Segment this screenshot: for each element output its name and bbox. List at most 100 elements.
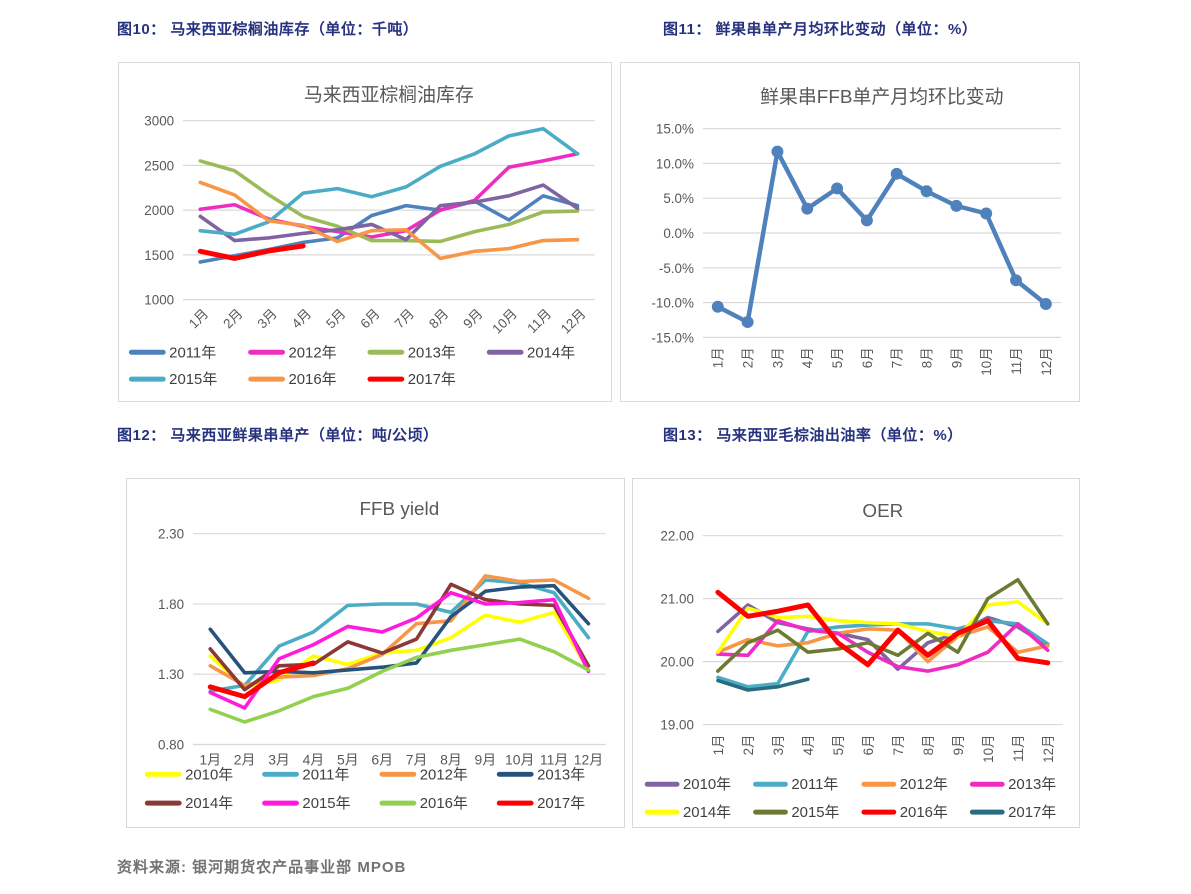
x-tick-label: 6月 (860, 347, 875, 368)
chart-canvas: 鲜果串FFB单产月均环比变动 -15.0% -10.0% -5.0% 0.0% 5.0% 1… (651, 86, 1061, 376)
data-point-marker (1010, 274, 1022, 287)
figure10-caption: 图10： 马来西亚棕榈油库存（单位：千吨） (117, 21, 419, 38)
series-line-2013年 (198, 159, 580, 244)
x-tick-label: 3月 (771, 735, 786, 756)
legend-label-2015年: 2015年 (302, 795, 350, 812)
y-tick-label: 2500 (144, 158, 174, 173)
data-point-marker (950, 199, 963, 212)
data-point-marker (860, 214, 873, 227)
series-line-2016年 (208, 637, 591, 724)
x-tick-label: 5月 (831, 735, 846, 756)
x-tick-label: 4月 (303, 751, 325, 767)
figure12-caption: 图12： 马来西亚鲜果串单产（单位：吨/公顷） (117, 427, 439, 444)
y-tick-label: 10.0% (656, 156, 694, 171)
y-tick-label: 0.0% (663, 226, 694, 241)
legend-label-2010年: 2010年 (683, 776, 731, 793)
legend-label-2013年: 2013年 (408, 344, 456, 361)
x-tick-label: 12月 (558, 306, 589, 337)
y-tick-label: 1.80 (158, 597, 184, 612)
x-tick-label: 10月 (489, 306, 520, 337)
y-tick-label: 22.00 (660, 529, 694, 544)
series-line-2012年 (208, 574, 591, 688)
x-tick-label: 8月 (920, 347, 935, 368)
x-tick-label: 7月 (890, 347, 905, 368)
x-tick-label: 2月 (741, 735, 756, 756)
x-tick-label: 2月 (220, 306, 245, 331)
x-tick-label: 11月 (1009, 347, 1024, 374)
data-point-marker (771, 145, 784, 158)
x-tick-label: 6月 (357, 306, 382, 331)
data-point-marker (980, 207, 993, 220)
legend-label-2011年: 2011年 (169, 344, 216, 361)
data-point-marker (801, 202, 814, 215)
chart-title: 鲜果串FFB单产月均环比变动 (760, 86, 1003, 108)
legend-label-2015年: 2015年 (791, 804, 839, 821)
x-tick-label: 8月 (440, 751, 462, 767)
legend-label-2016年: 2016年 (900, 804, 948, 821)
chart-title: FFB yield (360, 499, 440, 520)
x-tick-label: 3月 (268, 751, 290, 767)
x-tick-label: 1月 (199, 751, 221, 767)
x-tick-label: 4月 (289, 306, 314, 331)
series-line-main (715, 149, 1049, 325)
series-line-2010年 (208, 610, 591, 689)
x-tick-label: 3月 (255, 306, 280, 331)
legend-label-2014年: 2014年 (683, 804, 731, 821)
x-tick-label: 12月 (574, 751, 603, 767)
x-tick-label: 11月 (1011, 735, 1026, 762)
legend-label-2017年: 2017年 (1008, 804, 1056, 821)
legend-label-2013年: 2013年 (537, 766, 585, 783)
series-line-2015年 (198, 126, 580, 237)
x-tick-label: 8月 (426, 306, 451, 331)
x-tick-label: 6月 (371, 751, 393, 767)
chart-title: OER (862, 501, 903, 522)
chart-canvas: OER 19.00 20.00 21.00 22.00 1月 2月 3月 4月 5月 6月 7月 8月 9… (644, 501, 1063, 821)
legend-label-2013年: 2013年 (1008, 776, 1056, 793)
y-tick-label: -10.0% (651, 296, 694, 311)
x-tick-label: 11月 (540, 751, 568, 767)
x-tick-label: 11月 (524, 306, 554, 336)
legend-label-2017年: 2017年 (408, 371, 456, 388)
chart-canvas: FFB yield 0.80 1.30 1.80 2.30 1月 2月 3月 4月 5月 6月 7月 8… (144, 499, 606, 812)
series-line-2017年 (197, 243, 306, 261)
x-tick-label: 6月 (861, 735, 876, 756)
x-tick-label: 10月 (979, 347, 994, 375)
legend-label-2012年: 2012年 (420, 766, 468, 783)
legend-label-2014年: 2014年 (527, 344, 575, 361)
x-tick-label: 9月 (460, 306, 485, 331)
oer-chart: OER 19.00 20.00 21.00 22.00 1月 2月 3月 4月 5月 6月 7月 8月 9… (632, 478, 1080, 828)
series-line-2013年 (716, 618, 1050, 673)
legend-label-2011年: 2011年 (791, 776, 838, 793)
x-tick-label: 2月 (234, 751, 256, 767)
legend-label-2016年: 2016年 (288, 371, 336, 388)
legend-label-2014年: 2014年 (185, 795, 233, 812)
legend-label-2012年: 2012年 (900, 776, 948, 793)
legend-label-2017年: 2017年 (537, 795, 585, 812)
series-line-2016年 (715, 589, 1051, 668)
x-tick-label: 2月 (741, 347, 756, 368)
y-tick-label: 1500 (144, 248, 174, 263)
y-tick-label: 3000 (144, 114, 174, 129)
series-line-2014年 (716, 600, 1050, 654)
x-tick-label: 8月 (921, 735, 936, 756)
y-tick-label: 1.30 (158, 667, 184, 682)
data-point-marker (890, 167, 903, 180)
x-tick-label: 9月 (951, 735, 966, 756)
x-tick-label: 7月 (392, 306, 417, 331)
figure11-caption: 图11： 鲜果串单产月均环比变动（单位：%） (663, 21, 978, 38)
y-tick-label: -15.0% (651, 330, 694, 345)
data-point-marker (711, 300, 724, 313)
y-tick-label: 20.00 (660, 655, 694, 670)
x-tick-label: 1月 (186, 306, 211, 331)
x-tick-label: 12月 (1039, 347, 1054, 375)
x-tick-label: 9月 (949, 347, 964, 368)
x-tick-label: 5月 (323, 306, 348, 331)
data-point-marker (831, 182, 844, 195)
y-tick-label: 2.30 (158, 527, 184, 542)
series-line-2015年 (208, 590, 591, 710)
series-line-2011年 (208, 578, 591, 693)
data-point-marker (1039, 298, 1052, 310)
x-tick-label: 10月 (505, 751, 534, 767)
data-point-marker (920, 185, 933, 198)
data-source-note: 资料来源: 银河期货农产品事业部 MPOB (117, 859, 407, 876)
